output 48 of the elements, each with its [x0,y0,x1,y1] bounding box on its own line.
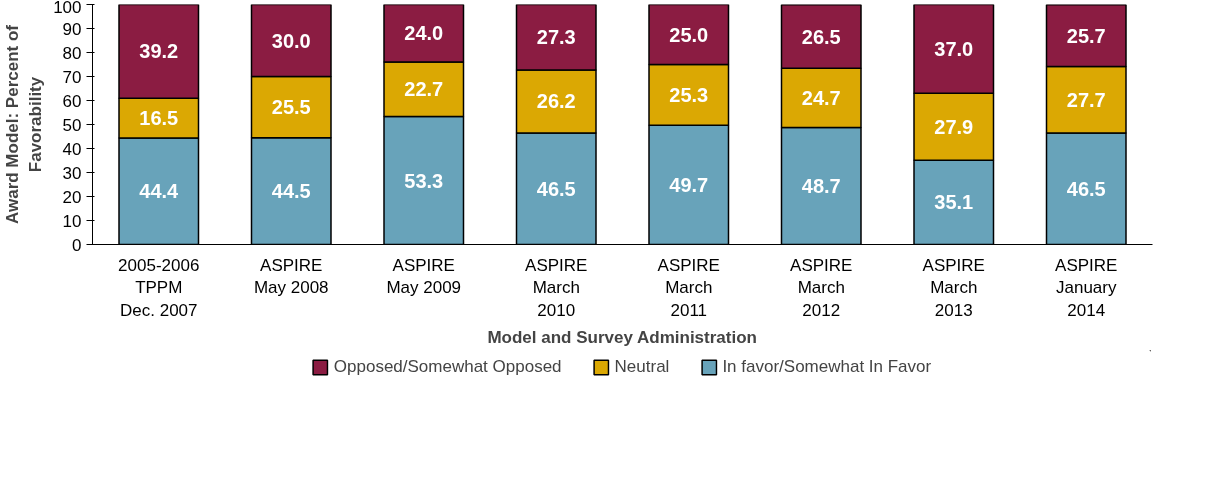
data-label: 37.0 [934,37,974,60]
data-label: 27.3 [536,26,576,49]
data-label: 22.7 [404,78,444,101]
data-label: 27.7 [1066,88,1106,111]
x-tick-label: ASPIRE March 2011 [657,255,720,321]
data-label: 44.4 [139,180,180,203]
data-label: 27.9 [934,115,974,138]
x-tick-label: ASPIRE March 2012 [790,255,853,321]
data-label: 16.5 [139,107,179,130]
y-tick-label: 30 [62,163,82,183]
y-tick-label: 40 [62,139,82,159]
y-tick-label: 20 [62,187,82,207]
data-label: 24.7 [801,86,841,109]
x-tick-label: ASPIRE March 2013 [922,255,985,321]
data-label: 26.2 [536,90,576,113]
data-label: 49.7 [669,173,709,196]
data-label: 46.5 [1066,177,1106,200]
y-tick-label: 10 [62,211,82,231]
data-label: 26.5 [801,25,841,48]
y-tick-label: 70 [62,67,82,87]
y-axis-title: Award Model: Percent of Favorability [3,24,46,224]
data-label: 30.0 [271,29,311,52]
y-tick-label: 0 [72,235,82,255]
legend-label: Opposed/Somewhat Opposed [333,357,562,377]
data-label: 53.3 [404,169,444,192]
y-tick-label: 100 [53,0,82,17]
data-label: 24.0 [404,22,444,45]
data-label: 44.5 [271,180,311,203]
x-tick-label: ASPIRE March 2010 [525,255,588,321]
x-tick-label: ASPIRE May 2008 [253,255,329,298]
data-label: 35.1 [934,191,974,214]
data-label: 39.2 [139,40,179,63]
data-label: 25.7 [1066,24,1106,47]
x-axis-title: Model and Survey Administration [487,328,757,348]
y-tick-label: 50 [62,115,82,135]
y-tick-label: 80 [62,43,82,63]
x-tick-label: ASPIRE May 2009 [386,255,462,298]
y-tick-label: 90 [62,19,82,39]
x-tick-label: 2005-2006 TPPM Dec. 2007 [118,255,200,321]
x-tick-label: ASPIRE January 2014 [1055,255,1118,321]
data-label: 25.0 [669,23,709,46]
legend-label: Neutral [614,357,670,377]
data-label: 25.5 [271,96,311,119]
data-label: 25.3 [669,83,709,106]
legend-label: In favor/Somewhat In Favor [722,357,932,377]
data-label: 46.5 [536,177,576,200]
data-label: 48.7 [801,175,841,198]
y-tick-label: 60 [62,91,82,111]
